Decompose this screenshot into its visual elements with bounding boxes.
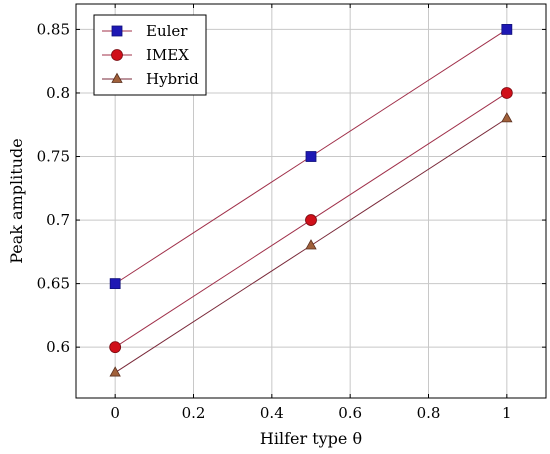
y-tick-label: 0.8	[46, 84, 70, 102]
legend-marker-imex	[111, 49, 123, 61]
y-tick-label: 0.6	[46, 338, 70, 356]
x-tick-label: 0.6	[338, 404, 362, 422]
legend-label-imex: IMEX	[146, 46, 189, 64]
plot-frame	[75, 3, 547, 399]
x-axis-label: Hilfer type θ	[260, 429, 362, 448]
legend-label-hybrid: Hybrid	[146, 70, 199, 88]
data-point-hybrid	[501, 112, 513, 123]
legend-marker-euler	[111, 25, 123, 37]
legend-label-euler: Euler	[146, 22, 188, 40]
y-tick-label: 0.7	[46, 211, 70, 229]
data-point-euler	[501, 24, 513, 35]
x-tick-label: 0.8	[417, 404, 441, 422]
data-point-hybrid	[305, 239, 317, 250]
data-point-imex	[305, 214, 317, 226]
y-tick-label: 0.65	[37, 275, 70, 293]
x-tick-label: 0	[110, 404, 120, 422]
data-point-hybrid	[109, 366, 121, 377]
data-point-imex	[109, 341, 122, 354]
series-euler	[109, 24, 513, 290]
data-point-euler	[109, 278, 121, 290]
x-tick-label: 0.2	[182, 404, 206, 422]
legend-marker-hybrid	[111, 72, 123, 83]
legend: Euler IMEX Hybrid	[93, 14, 207, 96]
y-tick-label: 0.85	[37, 20, 70, 38]
y-axis-label: Peak amplitude	[7, 138, 26, 263]
series-imex	[109, 87, 513, 354]
y-tick-label: 0.75	[37, 148, 70, 166]
series-layer	[109, 24, 513, 377]
x-tick-label: 0.4	[260, 404, 284, 422]
axis-ticks: 0 0.2 0.4 0.6 0.8 1 0.6 0.65 0.7 0.75 0.8 0.85	[37, 4, 546, 422]
series-hybrid	[109, 112, 513, 377]
x-tick-label: 1	[502, 404, 512, 422]
data-point-euler	[305, 151, 317, 162]
data-point-imex	[500, 87, 513, 99]
